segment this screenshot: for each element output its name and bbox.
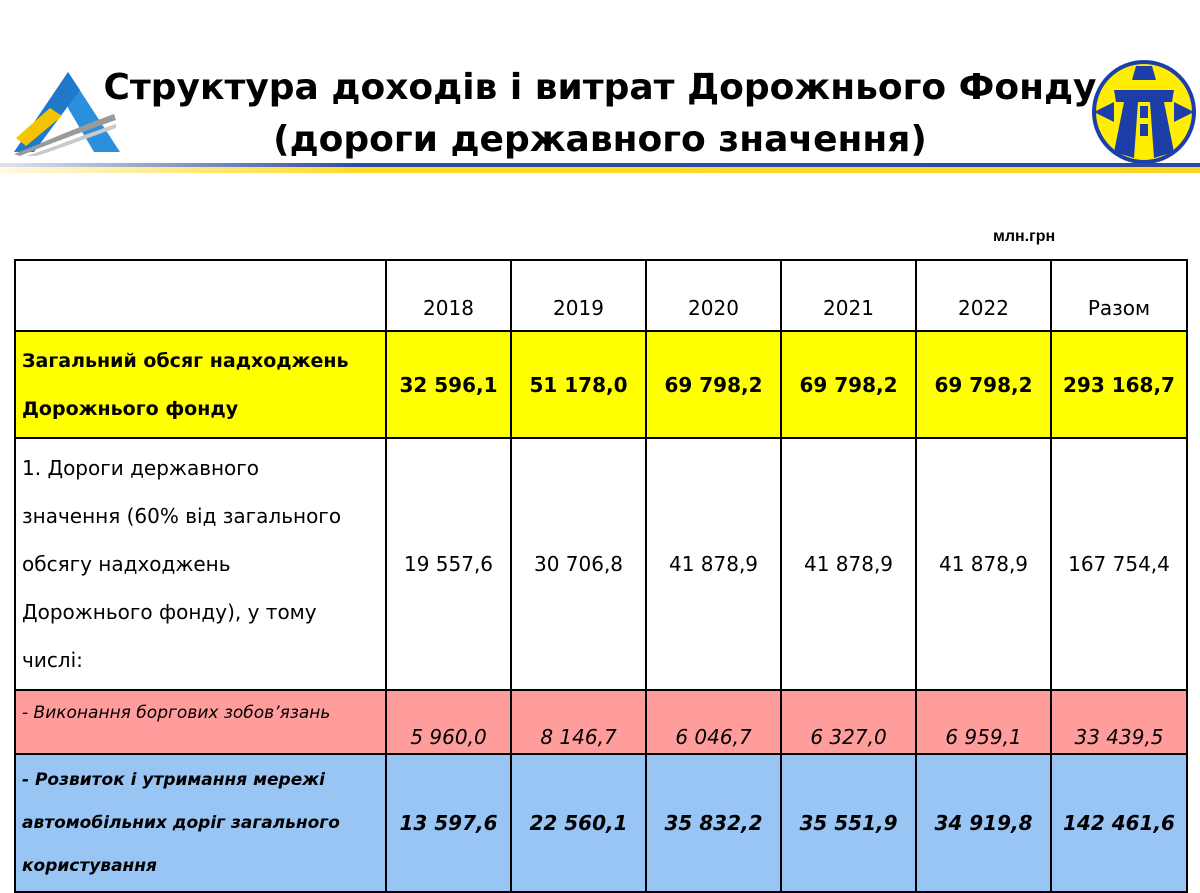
table-cell: 13 597,6 — [385, 753, 512, 893]
row-label-line: числі: — [22, 648, 83, 672]
highway-emblem-icon — [1092, 60, 1196, 164]
header-cell-2018: 2018 — [385, 259, 512, 332]
table-cell: 33 439,5 — [1050, 689, 1188, 755]
row-label-road-development: - Розвиток і утримання мережі автомобіль… — [14, 753, 387, 893]
table-row-state-roads: 1. Дороги державного значення (60% від з… — [14, 437, 1188, 691]
table-row-debt-obligations: - Виконання боргових зобов’язань 5 960,0… — [14, 689, 1188, 755]
road-triangle-logo-icon — [14, 72, 120, 156]
header-rule-blue — [0, 163, 1200, 167]
table-row-road-development: - Розвиток і утримання мережі автомобіль… — [14, 753, 1188, 893]
header-rule-yellow — [0, 167, 1200, 173]
slide-header: Структура доходів і витрат Дорожнього Фо… — [0, 0, 1200, 200]
table-cell: 41 878,9 — [780, 437, 917, 691]
table-cell: 35 551,9 — [780, 753, 917, 893]
row-label-line: Дорожнього фонду — [22, 397, 239, 420]
header-cell-2020: 2020 — [645, 259, 782, 332]
table-cell: 41 878,9 — [915, 437, 1052, 691]
row-label-debt-obligations: - Виконання боргових зобов’язань — [14, 689, 387, 755]
row-label-line: - Виконання боргових зобов’язань — [22, 703, 331, 723]
header-cell-2021: 2021 — [780, 259, 917, 332]
table-cell: 293 168,7 — [1050, 330, 1188, 439]
row-label-total-revenue: Загальний обсяг надходжень Дорожнього фо… — [14, 330, 387, 439]
row-label-line: значення (60% від загального — [22, 504, 342, 528]
row-label-state-roads: 1. Дороги державного значення (60% від з… — [14, 437, 387, 691]
fund-structure-table: 2018 2019 2020 2021 2022 Разом Загальний… — [14, 259, 1188, 893]
header-cell-empty — [14, 259, 387, 332]
table-cell: 69 798,2 — [780, 330, 917, 439]
row-label-line: користування — [22, 855, 157, 876]
table-cell: 32 596,1 — [385, 330, 512, 439]
table-cell: 6 959,1 — [915, 689, 1052, 755]
table-cell: 51 178,0 — [510, 330, 647, 439]
unit-label: млн.грн — [993, 228, 1056, 245]
table-cell: 69 798,2 — [915, 330, 1052, 439]
header-cell-2022: 2022 — [915, 259, 1052, 332]
table-cell: 34 919,8 — [915, 753, 1052, 893]
table-cell: 41 878,9 — [645, 437, 782, 691]
table-cell: 30 706,8 — [510, 437, 647, 691]
table-cell: 35 832,2 — [645, 753, 782, 893]
row-label-line: - Розвиток і утримання мережі — [22, 769, 325, 790]
row-label-line: Дорожнього фонду), у тому — [22, 600, 317, 624]
table-row-total-revenue: Загальний обсяг надходжень Дорожнього фо… — [14, 330, 1188, 439]
row-label-line: 1. Дороги державного — [22, 456, 260, 480]
page-title: Структура доходів і витрат Дорожнього Фо… — [100, 62, 1100, 166]
table-cell: 8 146,7 — [510, 689, 647, 755]
table-cell: 167 754,4 — [1050, 437, 1188, 691]
title-line-2: (дороги державного значення) — [273, 119, 927, 160]
table-cell: 5 960,0 — [385, 689, 512, 755]
table-cell: 6 046,7 — [645, 689, 782, 755]
table-cell: 6 327,0 — [780, 689, 917, 755]
title-line-1: Структура доходів і витрат Дорожнього Фо… — [103, 67, 1097, 108]
row-label-line: Загальний обсяг надходжень — [22, 349, 349, 372]
header-cell-2019: 2019 — [510, 259, 647, 332]
table-cell: 22 560,1 — [510, 753, 647, 893]
table-cell: 19 557,6 — [385, 437, 512, 691]
table-cell: 142 461,6 — [1050, 753, 1188, 893]
row-label-line: автомобільних доріг загального — [22, 812, 340, 833]
table-header-row: 2018 2019 2020 2021 2022 Разом — [14, 259, 1188, 332]
header-cell-total: Разом — [1050, 259, 1188, 332]
row-label-line: обсягу надходжень — [22, 552, 231, 576]
table-cell: 69 798,2 — [645, 330, 782, 439]
